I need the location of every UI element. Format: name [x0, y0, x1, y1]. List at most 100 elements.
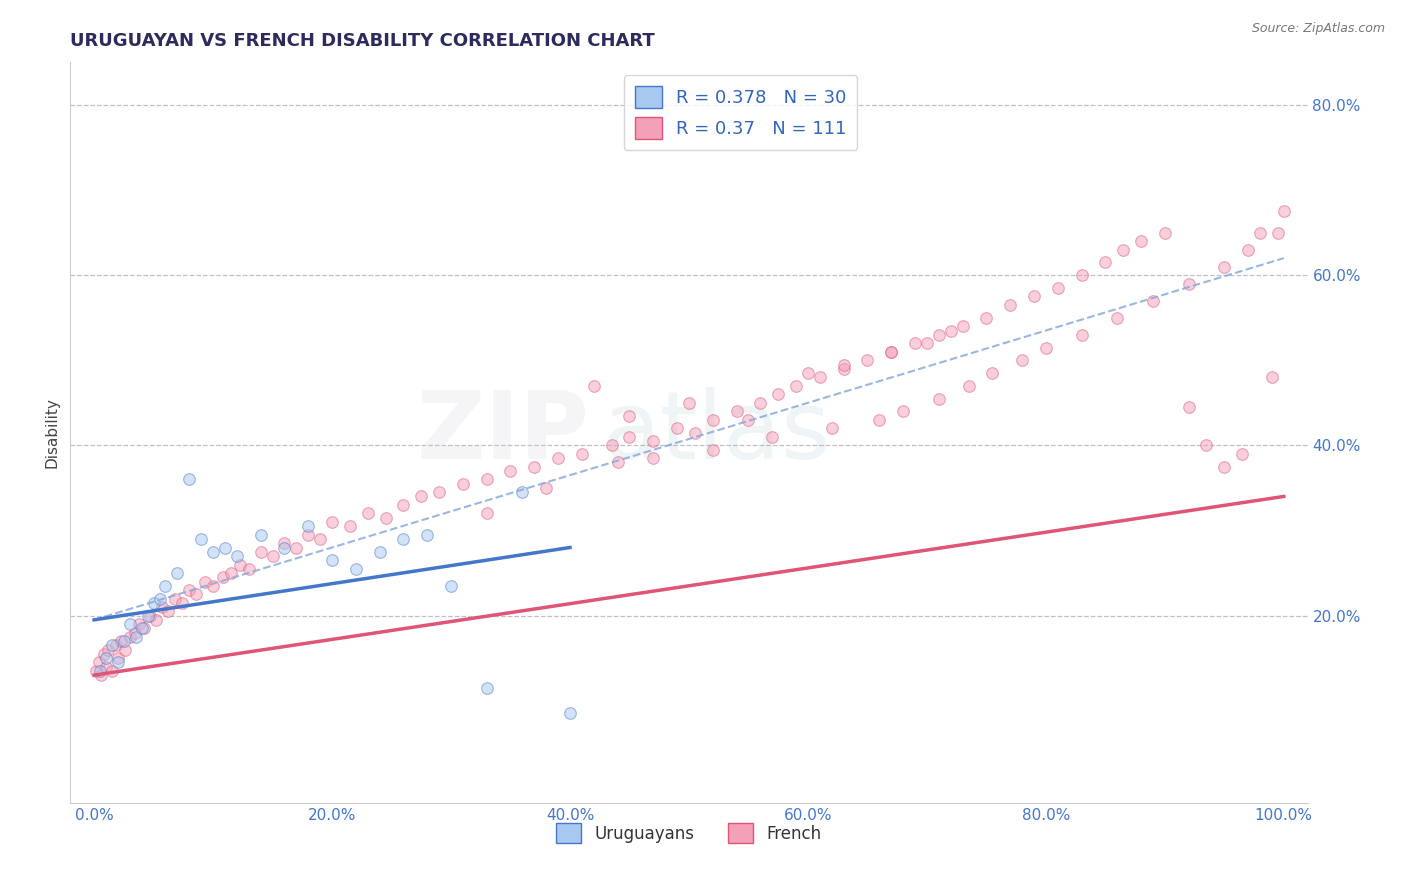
Point: [101, 639, 124, 653]
Point: [643, 434, 665, 449]
Point: [475, 681, 498, 695]
Point: [766, 387, 789, 401]
Point: [440, 579, 463, 593]
Point: [211, 570, 233, 584]
Point: [534, 481, 557, 495]
Point: [214, 541, 236, 555]
Point: [1011, 353, 1033, 368]
Point: [427, 485, 450, 500]
Point: [97, 642, 120, 657]
Point: [1094, 255, 1116, 269]
Point: [139, 608, 162, 623]
Text: ZIP: ZIP: [418, 386, 591, 479]
Point: [321, 515, 343, 529]
Point: [678, 396, 700, 410]
Point: [1107, 310, 1129, 325]
Point: [737, 413, 759, 427]
Point: [186, 587, 208, 601]
Point: [868, 413, 890, 427]
Y-axis label: Disability: Disability: [44, 397, 59, 468]
Point: [90, 668, 112, 682]
Point: [142, 596, 165, 610]
Point: [1142, 293, 1164, 308]
Point: [880, 344, 903, 359]
Point: [145, 613, 167, 627]
Point: [619, 409, 641, 423]
Point: [475, 507, 498, 521]
Point: [229, 558, 252, 572]
Point: [821, 421, 844, 435]
Point: [132, 621, 155, 635]
Point: [172, 596, 194, 610]
Point: [666, 421, 689, 435]
Point: [998, 298, 1021, 312]
Point: [1177, 400, 1199, 414]
Point: [725, 404, 748, 418]
Point: [94, 659, 117, 673]
Point: [1070, 268, 1092, 283]
Point: [112, 634, 135, 648]
Point: [683, 425, 706, 440]
Point: [702, 413, 724, 427]
Point: [94, 651, 117, 665]
Point: [118, 630, 141, 644]
Point: [155, 579, 177, 593]
Point: [107, 656, 129, 670]
Point: [86, 664, 108, 678]
Point: [928, 327, 950, 342]
Point: [1267, 226, 1289, 240]
Point: [166, 566, 188, 580]
Point: [981, 366, 1004, 380]
Point: [1153, 226, 1175, 240]
Point: [832, 358, 855, 372]
Point: [101, 664, 124, 678]
Point: [411, 490, 433, 504]
Point: [202, 579, 225, 593]
Point: [249, 527, 271, 541]
Point: [891, 404, 914, 418]
Point: [392, 498, 415, 512]
Point: [582, 379, 605, 393]
Point: [273, 536, 295, 550]
Point: [125, 630, 148, 644]
Point: [93, 647, 115, 661]
Point: [761, 430, 783, 444]
Point: [150, 600, 173, 615]
Point: [190, 532, 212, 546]
Point: [1070, 327, 1092, 342]
Point: [89, 664, 111, 678]
Point: [238, 562, 260, 576]
Point: [110, 634, 132, 648]
Point: [374, 510, 396, 524]
Point: [339, 519, 361, 533]
Point: [749, 396, 772, 410]
Point: [808, 370, 831, 384]
Point: [512, 485, 534, 500]
Point: [249, 545, 271, 559]
Point: [124, 625, 146, 640]
Point: [136, 608, 159, 623]
Legend: Uruguayans, French: Uruguayans, French: [550, 816, 828, 850]
Point: [1261, 370, 1284, 384]
Point: [1022, 289, 1045, 303]
Point: [357, 507, 380, 521]
Point: [202, 545, 225, 559]
Point: [1046, 281, 1069, 295]
Point: [297, 527, 319, 541]
Text: atlas: atlas: [602, 386, 831, 479]
Point: [262, 549, 284, 563]
Point: [1237, 243, 1260, 257]
Point: [87, 656, 110, 670]
Point: [499, 464, 522, 478]
Point: [702, 442, 724, 457]
Point: [368, 545, 391, 559]
Point: [1213, 260, 1236, 274]
Point: [904, 336, 927, 351]
Point: [558, 706, 581, 721]
Point: [1230, 447, 1253, 461]
Point: [797, 366, 820, 380]
Point: [107, 651, 129, 665]
Point: [285, 541, 308, 555]
Point: [1195, 438, 1218, 452]
Point: [321, 553, 343, 567]
